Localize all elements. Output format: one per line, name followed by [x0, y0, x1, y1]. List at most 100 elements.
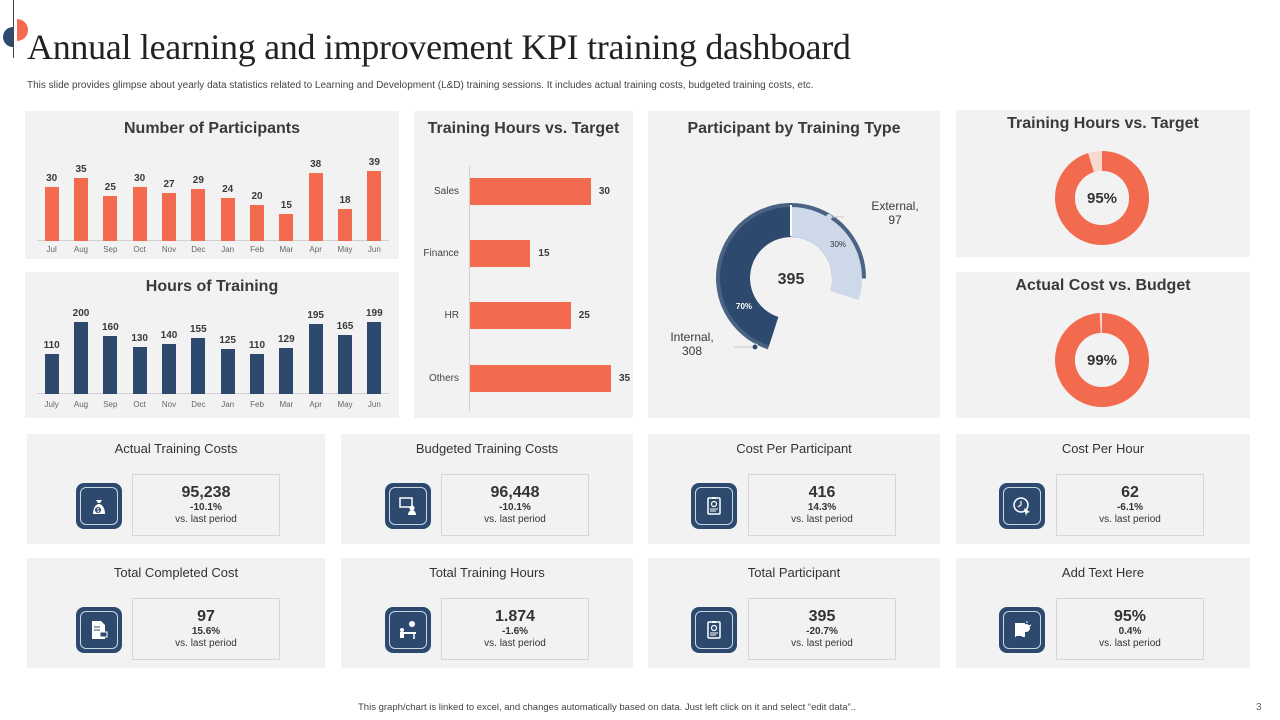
bar[interactable]	[162, 192, 176, 241]
hours-chart-panel[interactable]: Hours of Training 110 200 160 130 140 155 125 1…	[25, 272, 399, 418]
bar-column[interactable]: 27	[159, 179, 179, 241]
hours-target-donut-chart[interactable]	[1054, 150, 1150, 246]
bar-column[interactable]: 35	[71, 164, 91, 241]
bar-value-label: 165	[336, 320, 354, 332]
kpi-card[interactable]: Cost Per Hour 62 -6.1% vs. last period	[956, 434, 1250, 544]
hours-bar-chart[interactable]: 110 200 160 130 140 155 125 110 129 195 165 199	[37, 306, 389, 394]
bar-column[interactable]: 30	[130, 173, 150, 241]
bar-value-label: 25	[578, 310, 590, 321]
hours-target-donut-panel[interactable]: Training Hours vs. Target 95%	[956, 110, 1250, 257]
bar[interactable]	[279, 347, 294, 394]
bar-column[interactable]: 30	[42, 173, 62, 241]
kpi-change: -1.6%	[501, 626, 529, 637]
bar[interactable]	[367, 322, 382, 394]
bar[interactable]	[191, 188, 206, 241]
bar-column[interactable]: 195	[306, 310, 326, 394]
page-number: 3	[1256, 702, 1262, 713]
x-axis-tick-label: Nov	[161, 245, 177, 254]
bar[interactable]	[250, 354, 264, 394]
kpi-title: Total Completed Cost	[113, 565, 239, 580]
bar-column[interactable]: 110	[247, 340, 267, 394]
bar-column[interactable]: 110	[42, 340, 62, 394]
bar[interactable]	[132, 187, 147, 241]
bar-value-label: 30	[134, 173, 146, 185]
bar-column[interactable]: 29	[188, 175, 208, 241]
bar[interactable]	[338, 334, 352, 394]
bar-column[interactable]: 200	[71, 308, 91, 394]
bar[interactable]	[44, 187, 59, 241]
bar[interactable]	[250, 205, 264, 241]
bar-value-label: 20	[251, 191, 263, 203]
bar-value-label: 39	[368, 157, 380, 168]
bar[interactable]	[162, 343, 176, 394]
kpi-title: Cost Per Participant	[736, 441, 852, 456]
external-pct-label: 30%	[830, 240, 847, 249]
kpi-card[interactable]: Add Text Here 95% 0.4% vs. last period	[956, 558, 1250, 668]
bar-value-label: 200	[72, 308, 90, 319]
bar[interactable]	[132, 347, 147, 394]
kpi-title: Total Participant	[747, 565, 841, 580]
bar-column[interactable]: 160	[100, 322, 120, 394]
internal-pct-label: 70%	[736, 302, 753, 311]
kpi-value-box: 97 15.6% vs. last period	[132, 598, 280, 660]
bar-column[interactable]: 129	[276, 334, 296, 394]
bar[interactable]	[191, 338, 206, 394]
bar[interactable]	[103, 336, 118, 394]
bar-column[interactable]: 25	[100, 182, 120, 241]
kpi-card[interactable]: Budgeted Training Costs 96,448 -10.1% vs. l…	[341, 434, 633, 544]
bar[interactable]	[44, 354, 59, 394]
bar[interactable]	[220, 349, 235, 394]
bar-row[interactable]: 15	[470, 240, 550, 267]
bar[interactable]	[308, 323, 323, 394]
bar-column[interactable]: 15	[276, 200, 296, 241]
bar[interactable]	[470, 302, 571, 329]
hours-target-bar-title: Training Hours vs. Target	[427, 120, 620, 137]
kpi-card[interactable]: Total Participant 395 -20.7% vs. last perio…	[648, 558, 940, 668]
bar[interactable]	[470, 240, 531, 267]
cost-budget-donut-chart[interactable]	[1054, 312, 1150, 408]
bar-row[interactable]: 25	[470, 302, 590, 329]
bar-row[interactable]: 35	[470, 365, 630, 392]
kpi-value: 416	[808, 484, 836, 501]
bar-column[interactable]: 199	[364, 308, 384, 394]
bar[interactable]	[470, 178, 591, 205]
x-axis-tick-label: Aug	[73, 245, 89, 254]
bar-value-label: 35	[619, 373, 631, 384]
bar[interactable]	[103, 196, 118, 241]
bar-column[interactable]: 18	[335, 195, 355, 241]
bar-column[interactable]: 39	[364, 157, 384, 241]
participants-chart-panel[interactable]: Number of Participants 30 35 25 30 27 29 24 20 1…	[25, 111, 399, 259]
kpi-card[interactable]: Total Training Hours 1.874 -1.6% vs. last p…	[341, 558, 633, 668]
training-type-donut-chart[interactable]	[716, 203, 866, 353]
bar[interactable]	[220, 197, 235, 241]
participants-bar-chart[interactable]: 30 35 25 30 27 29 24 20 15 38 18 39	[37, 151, 389, 241]
bar-column[interactable]: 125	[218, 335, 238, 394]
bar-column[interactable]: 165	[335, 321, 355, 394]
bar-row[interactable]: 30	[470, 178, 610, 205]
title-divider-line	[13, 0, 14, 58]
external-label-text: External,	[871, 199, 919, 213]
x-axis-tick-label: May	[337, 400, 353, 409]
bar-column[interactable]: 130	[130, 333, 150, 394]
kpi-card[interactable]: Cost Per Participant 416 14.3% vs. last per…	[648, 434, 940, 544]
kpi-value: 395	[808, 608, 836, 625]
bar-column[interactable]: 140	[159, 330, 179, 394]
y-axis-category-label: Sales	[433, 186, 459, 197]
bar[interactable]	[338, 208, 352, 241]
bar[interactable]	[367, 171, 382, 241]
kpi-card[interactable]: Total Completed Cost 97 15.6% vs. last peri…	[27, 558, 325, 668]
hours-target-bar-panel[interactable]: Training Hours vs. Target Sales 30 Finance…	[414, 111, 633, 418]
bar-column[interactable]: 20	[247, 191, 267, 241]
training-type-panel[interactable]: Participant by Training Type 395 70% 30%…	[648, 111, 940, 418]
cost-budget-donut-panel[interactable]: Actual Cost vs. Budget 99%	[956, 272, 1250, 418]
bar[interactable]	[74, 322, 88, 394]
kpi-card[interactable]: Actual Training Costs $95,238 -10.1% vs. la…	[27, 434, 325, 544]
bar-column[interactable]: 155	[188, 324, 208, 394]
bar[interactable]	[470, 365, 611, 392]
bar[interactable]	[308, 172, 323, 241]
bar-column[interactable]: 38	[306, 159, 326, 241]
bar[interactable]	[279, 214, 294, 241]
kpi-comparison-note: vs. last period	[484, 638, 546, 649]
bar-column[interactable]: 24	[218, 184, 238, 241]
bar[interactable]	[74, 178, 88, 241]
